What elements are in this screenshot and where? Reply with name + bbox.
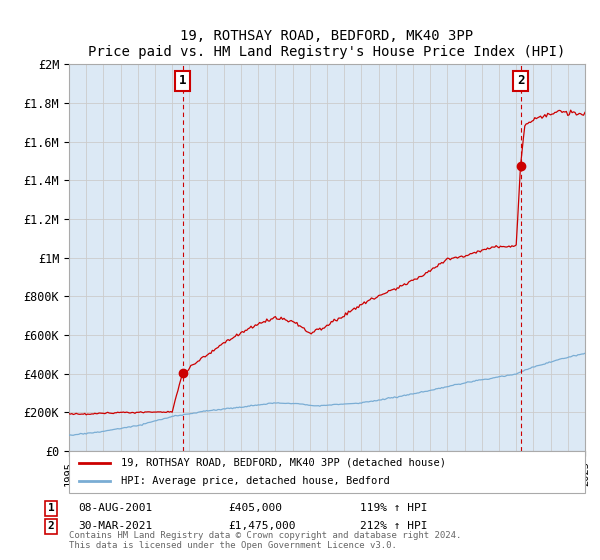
Text: HPI: Average price, detached house, Bedford: HPI: Average price, detached house, Bedf… <box>121 476 389 486</box>
Text: £405,000: £405,000 <box>228 503 282 514</box>
Text: 2: 2 <box>517 74 524 87</box>
Text: £1,475,000: £1,475,000 <box>228 521 296 531</box>
Text: 2: 2 <box>47 521 55 531</box>
Text: 19, ROTHSAY ROAD, BEDFORD, MK40 3PP (detached house): 19, ROTHSAY ROAD, BEDFORD, MK40 3PP (det… <box>121 458 446 468</box>
Text: 1: 1 <box>47 503 55 514</box>
Text: 212% ↑ HPI: 212% ↑ HPI <box>360 521 427 531</box>
Text: 08-AUG-2001: 08-AUG-2001 <box>78 503 152 514</box>
Text: 119% ↑ HPI: 119% ↑ HPI <box>360 503 427 514</box>
FancyBboxPatch shape <box>69 451 585 493</box>
Text: 1: 1 <box>179 74 186 87</box>
Text: 30-MAR-2021: 30-MAR-2021 <box>78 521 152 531</box>
Title: 19, ROTHSAY ROAD, BEDFORD, MK40 3PP
Price paid vs. HM Land Registry's House Pric: 19, ROTHSAY ROAD, BEDFORD, MK40 3PP Pric… <box>88 29 566 59</box>
Text: Contains HM Land Registry data © Crown copyright and database right 2024.
This d: Contains HM Land Registry data © Crown c… <box>69 530 461 550</box>
